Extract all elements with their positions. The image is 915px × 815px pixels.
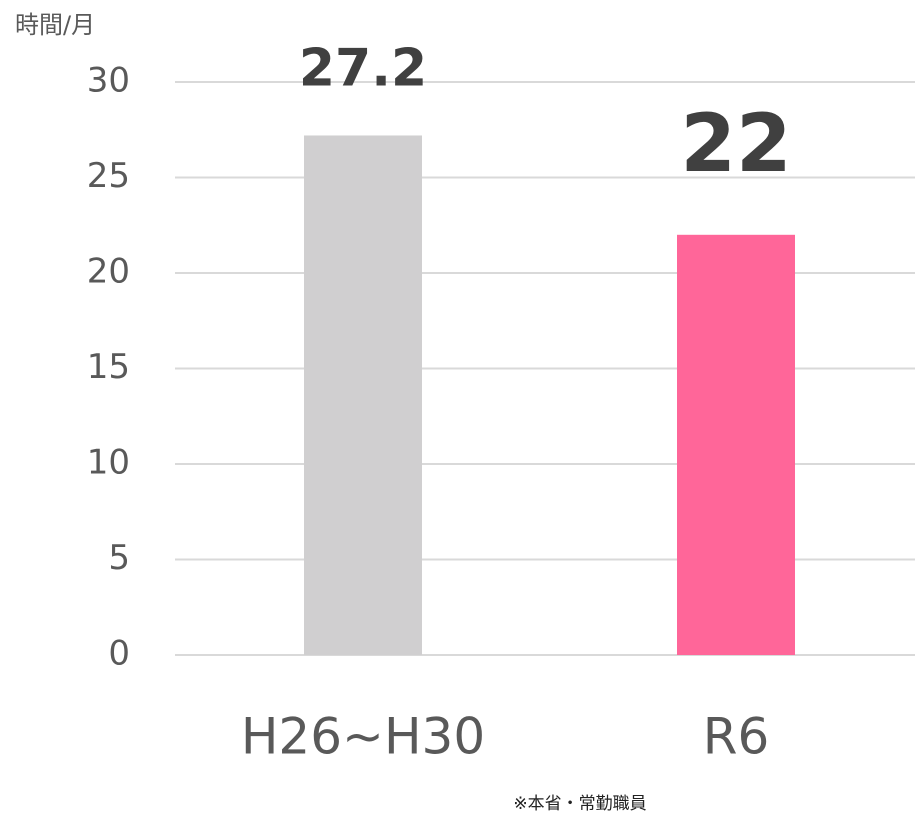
- y-axis-label: 時間/月: [15, 11, 95, 39]
- value-label: 22: [680, 97, 791, 190]
- y-tick-label: 5: [108, 538, 130, 578]
- bar: [677, 234, 795, 656]
- value-label: 27.2: [299, 38, 427, 98]
- x-tick-label: R6: [703, 708, 770, 766]
- y-tick-label: 10: [87, 443, 130, 483]
- y-tick-label: 30: [87, 61, 130, 101]
- bar: [304, 135, 422, 656]
- x-tick-label: H26~H30: [241, 708, 485, 766]
- note: ※本省・常勤職員: [513, 794, 646, 814]
- y-tick-label: 20: [87, 252, 130, 292]
- y-tick-label: 15: [87, 347, 130, 387]
- y-tick-label: 0: [108, 634, 130, 674]
- y-tick-label: 25: [87, 156, 130, 196]
